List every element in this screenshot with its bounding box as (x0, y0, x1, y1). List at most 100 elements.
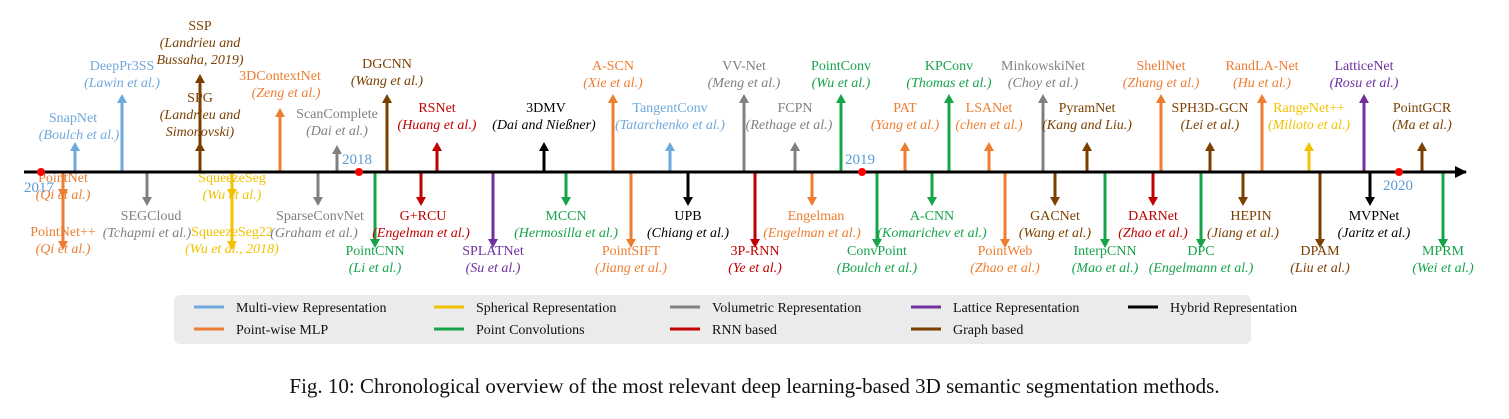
method-authors: (Landrieu and (160, 36, 242, 51)
method-authors: (Wang et al.) (351, 74, 424, 89)
arrow-spg (195, 142, 205, 172)
arrow-dgcnn (382, 94, 392, 172)
arrow-lsanet (984, 142, 994, 172)
arrow-hepin (1238, 172, 1248, 206)
arrow-deeppr3ss (117, 94, 127, 172)
method-authors: (Zeng et al.) (252, 86, 321, 101)
method-deeppr3ss: DeepPr3SS (Lawin et al.) (84, 59, 160, 91)
method-hepin: HEPIN (Jiang et al.) (1207, 209, 1279, 241)
method-shellnet: ShellNet (Zhang et al.) (1123, 59, 1200, 91)
legend-item-multi-view-representation: Multi-view Representation (194, 301, 386, 316)
timeline-diagram: SnapNet (Boulch et al.) DeepPr3SS (Lawin et… (24, 19, 1474, 344)
arrow-darnet (1148, 172, 1158, 206)
arrow-a-scn (608, 94, 618, 172)
method-sph3d-gcn: SPH3D-GCN (Lei et al.) (1171, 101, 1248, 133)
method-authors: (Zhao et al.) (970, 261, 1040, 276)
method-authors: (Rethage et al.) (746, 118, 833, 133)
method-name: PointConv (811, 59, 871, 74)
method-name: FCPN (777, 101, 812, 116)
method-spg: SPG (Landrieu and Simonovski) (160, 91, 242, 140)
year-marker-2017: 2017 (24, 168, 55, 196)
method-name: SnapNet (49, 111, 97, 126)
method-authors: (Chiang et al.) (647, 226, 729, 241)
method-authors: (Engelman et al.) (763, 226, 861, 241)
arrow-pointweb (1000, 172, 1010, 248)
method-authors: (Dai and Nießner) (492, 118, 596, 133)
method-authors: (Ye et al.) (728, 261, 782, 276)
method-authors: (Su et al.) (466, 261, 521, 276)
method-minkowskinet: MinkowskiNet (Choy et al.) (1001, 59, 1085, 91)
legend-item-rnn-based: RNN based (670, 323, 777, 338)
method-pointgcr: PointGCR (Ma et al.) (1392, 101, 1452, 133)
arrow-dpam (1315, 172, 1325, 248)
year-label: 2017 (24, 180, 55, 196)
method-name: SparseConvNet (276, 209, 364, 224)
method-a-cnn: A-CNN (Komarichev et al.) (877, 209, 987, 241)
method-tangentconv: TangentConv (Tatarchenko et al.) (615, 101, 725, 133)
arrow-upb (683, 172, 693, 206)
legend-label: Volumetric Representation (712, 301, 861, 316)
arrow-splatnet (488, 172, 498, 248)
method-name: PointNet++ (30, 225, 96, 240)
method-authors: (Lei et al.) (1181, 118, 1240, 133)
method-name: PointNet (38, 171, 88, 186)
method-name: A-SCN (592, 59, 634, 74)
year-marker-2019: 2019 (845, 152, 875, 176)
year-dot (858, 168, 866, 176)
method-name: PointGCR (1393, 101, 1452, 116)
method-rsnet: RSNet (Huang et al.) (398, 101, 477, 133)
method-authors: (Qi et al.) (36, 242, 91, 257)
method-gacnet: GACNet (Wang et al.) (1019, 209, 1092, 241)
arrow-squeezeseg22 (227, 172, 237, 250)
method-authors: (Landrieu and (160, 108, 242, 123)
method-authors: (Jiang et al.) (1207, 226, 1279, 241)
method-authors: (Zhao et al.) (1118, 226, 1188, 241)
method-name: HEPIN (1230, 209, 1271, 224)
method-name: G+RCU (400, 209, 447, 224)
method-authors: (Dai et al.) (306, 124, 368, 139)
method-authors: (Boulch et al.) (837, 261, 918, 276)
legend-label: Multi-view Representation (236, 301, 386, 316)
method-dpc: DPC (Engelmann et al.) (1149, 244, 1254, 276)
legend-label: Point-wise MLP (236, 323, 328, 338)
method-upb: UPB (Chiang et al.) (647, 209, 729, 241)
method-authors: (Jaritz et al.) (1338, 226, 1411, 241)
method-pointnet: PointNet++ (Qi et al.) (30, 225, 96, 257)
method-authors: (Wang et al.) (1019, 226, 1092, 241)
method-name: PAT (893, 101, 917, 116)
arrow-pyramnet (1082, 142, 1092, 172)
method-engelman: Engelman (Engelman et al.) (763, 209, 861, 241)
legend-label: RNN based (712, 323, 777, 338)
method-name: DPC (1187, 244, 1214, 259)
method-authors: (Choy et al.) (1008, 76, 1079, 91)
method-name: RandLA-Net (1225, 59, 1298, 74)
arrow-segcloud (142, 172, 152, 206)
method-squeezeseg: SqueezeSeg (Wu et al.) (198, 171, 266, 203)
method-authors: (chen et al.) (955, 118, 1023, 133)
year-dot (1395, 168, 1403, 176)
method-authors: (Wei et al.) (1412, 261, 1474, 276)
method-darnet: DARNet (Zhao et al.) (1118, 209, 1188, 241)
arrow-rsnet (432, 142, 442, 172)
method-name: SPG (187, 91, 213, 106)
method-scancomplete: ScanComplete (Dai et al.) (296, 107, 378, 139)
method-name: PointCNN (345, 244, 404, 259)
method-authors: Bussaha, 2019) (156, 53, 243, 68)
year-label: 2020 (1383, 178, 1413, 194)
method-fcpn: FCPN (Rethage et al.) (746, 101, 833, 133)
method-pointsift: PointSIFT (Jiang et al.) (595, 244, 667, 276)
arrow-gacnet (1050, 172, 1060, 206)
method-pointcnn: PointCNN (Li et al.) (345, 244, 404, 276)
method-name: UPB (674, 209, 701, 224)
method-sparseconvnet: SparseConvNet (Graham et al.) (270, 209, 364, 241)
arrow-3dmv (539, 142, 549, 172)
arrow-pointnet (58, 172, 68, 250)
method-authors: (Meng et al.) (708, 76, 781, 91)
arrow-kpconv (944, 94, 954, 172)
method-authors: (Engelmann et al.) (1149, 261, 1254, 276)
arrow-pointcnn (370, 172, 380, 248)
method-authors: (Ma et al.) (1392, 118, 1452, 133)
legend-label: Point Convolutions (476, 323, 585, 338)
method-name: ConvPoint (847, 244, 907, 259)
method-kpconv: KPConv (Thomas et al.) (906, 59, 992, 91)
